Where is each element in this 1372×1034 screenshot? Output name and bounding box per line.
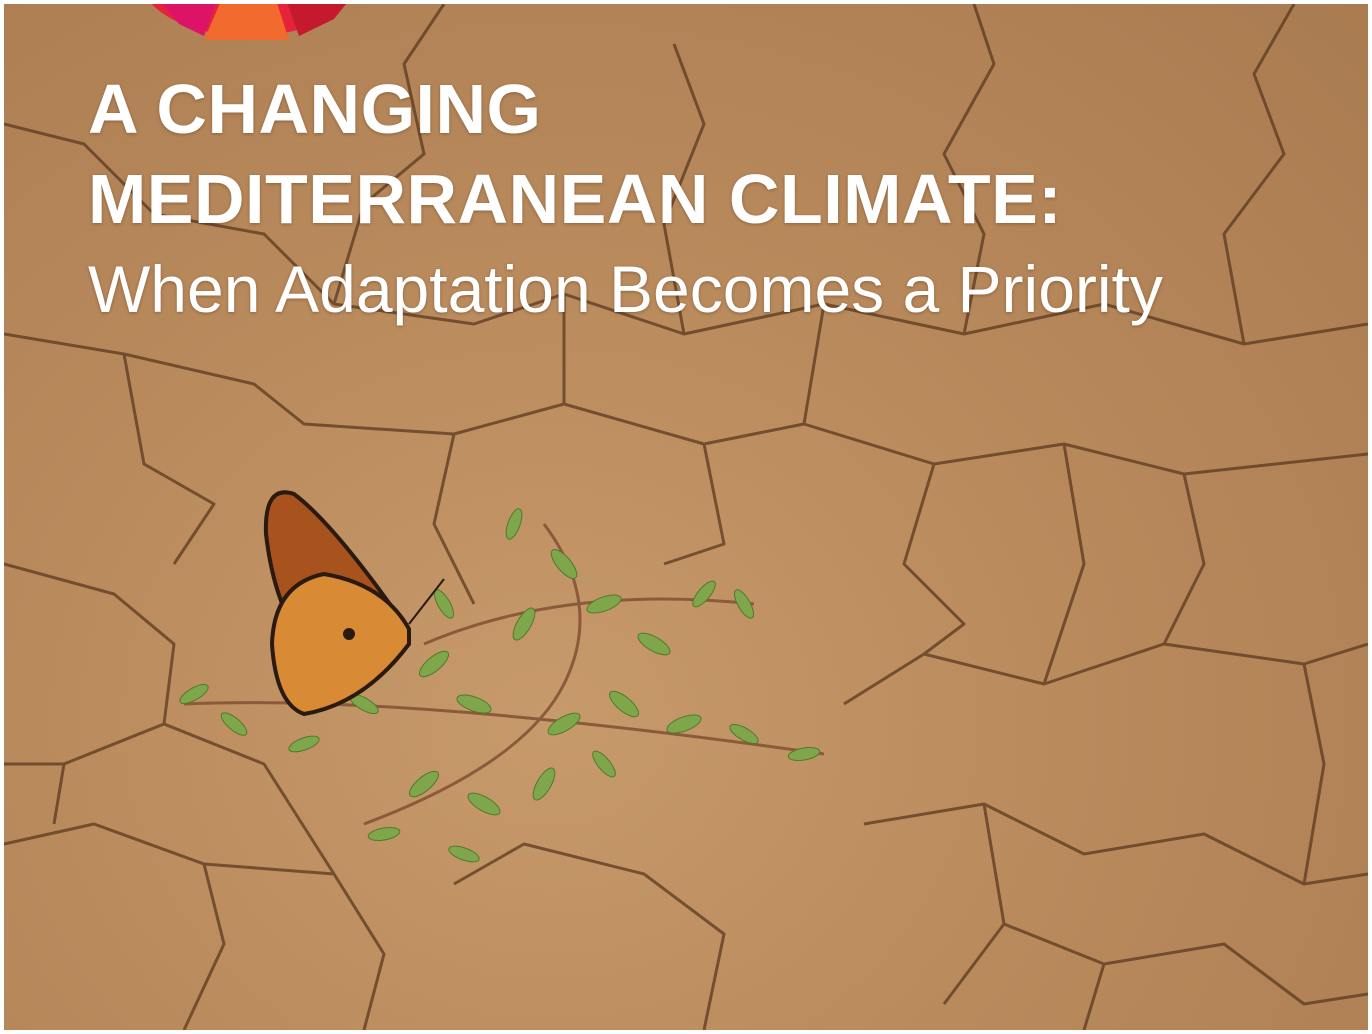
title-line: A CHANGING: [88, 74, 542, 144]
logo: [144, 4, 354, 40]
subtitle: When Adaptation Becomes a Priority: [88, 256, 1163, 322]
butterfly: [266, 492, 444, 714]
cover: A CHANGING MEDITERRANEAN CLIMATE: When A…: [4, 4, 1368, 1030]
cracks: [4, 4, 1368, 1030]
page: A CHANGING MEDITERRANEAN CLIMATE: When A…: [0, 0, 1372, 1034]
background-art: [4, 4, 1368, 1030]
title-line: MEDITERRANEAN CLIMATE:: [88, 164, 1062, 234]
